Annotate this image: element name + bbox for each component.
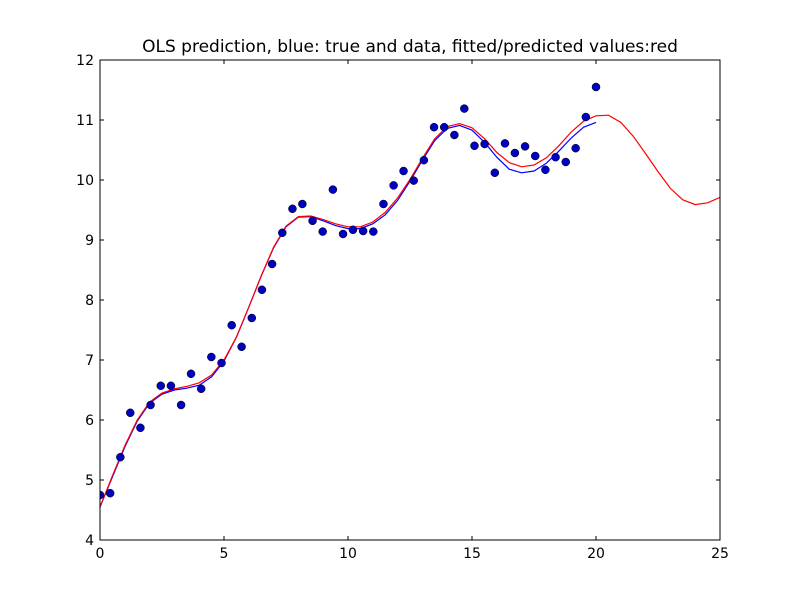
data-point bbox=[156, 381, 166, 391]
data-point bbox=[500, 139, 510, 148]
data-point bbox=[460, 104, 469, 113]
data-point bbox=[581, 112, 591, 122]
data-point bbox=[389, 181, 398, 190]
data-point bbox=[217, 358, 226, 368]
data-point bbox=[541, 165, 550, 175]
data-point bbox=[166, 381, 176, 391]
data-point bbox=[439, 122, 449, 132]
data-point bbox=[510, 148, 520, 158]
data-point bbox=[328, 185, 338, 194]
data-point bbox=[247, 313, 257, 323]
data-point bbox=[318, 227, 327, 236]
data-point bbox=[136, 423, 145, 433]
data-point bbox=[338, 229, 348, 239]
y-tick-label: 5 bbox=[85, 473, 94, 489]
data-point bbox=[399, 166, 408, 176]
plot-content bbox=[100, 82, 720, 508]
data-point bbox=[126, 408, 135, 418]
y-tick-label: 8 bbox=[85, 293, 94, 309]
data-point bbox=[278, 228, 287, 238]
y-tick-label: 9 bbox=[85, 233, 94, 249]
data-point bbox=[591, 82, 601, 92]
data-point bbox=[429, 122, 439, 132]
data-point bbox=[551, 152, 560, 162]
x-tick-label: 10 bbox=[339, 546, 357, 562]
data-point bbox=[571, 143, 580, 153]
data-point bbox=[369, 227, 378, 236]
data-point bbox=[379, 199, 388, 209]
y-tick-label: 6 bbox=[85, 413, 94, 429]
data-point bbox=[419, 155, 429, 165]
y-tick-label: 10 bbox=[76, 173, 94, 189]
data-point bbox=[257, 285, 267, 295]
x-tick-label: 20 bbox=[587, 546, 605, 562]
data-point bbox=[237, 342, 246, 352]
data-point bbox=[146, 400, 155, 410]
y-tick-label: 11 bbox=[76, 113, 94, 129]
data-point bbox=[409, 176, 418, 185]
data-point bbox=[530, 151, 540, 161]
data-point bbox=[470, 141, 479, 151]
data-point bbox=[116, 452, 125, 462]
data-point bbox=[100, 490, 105, 500]
data-point bbox=[186, 369, 196, 379]
y-tick-label: 4 bbox=[85, 533, 94, 549]
data-point bbox=[490, 168, 500, 178]
x-tick-label: 15 bbox=[463, 546, 481, 562]
data-point bbox=[105, 488, 115, 498]
data-point bbox=[196, 384, 206, 394]
chart-title: OLS prediction, blue: true and data, fit… bbox=[142, 37, 678, 57]
x-tick-label: 0 bbox=[96, 546, 105, 562]
data-point bbox=[348, 225, 358, 235]
data-point bbox=[267, 259, 277, 269]
data-point bbox=[520, 142, 530, 151]
data-point bbox=[450, 130, 459, 140]
true-line bbox=[100, 121, 597, 508]
data-point bbox=[207, 352, 216, 362]
y-tick-label: 12 bbox=[76, 53, 94, 69]
data-point bbox=[298, 199, 307, 209]
x-tick-label: 25 bbox=[711, 546, 729, 562]
x-tick-label: 5 bbox=[220, 546, 229, 562]
axes: 0 5 10 15 20 25 4 5 6 7 8 9 10 11 12 bbox=[76, 53, 729, 562]
y-tick-label: 7 bbox=[85, 353, 94, 369]
data-point bbox=[288, 204, 297, 214]
data-point bbox=[561, 157, 570, 167]
data-point bbox=[480, 139, 489, 149]
data-point bbox=[227, 320, 236, 330]
data-point bbox=[176, 400, 186, 410]
data-point bbox=[308, 216, 317, 226]
data-point bbox=[358, 226, 368, 236]
